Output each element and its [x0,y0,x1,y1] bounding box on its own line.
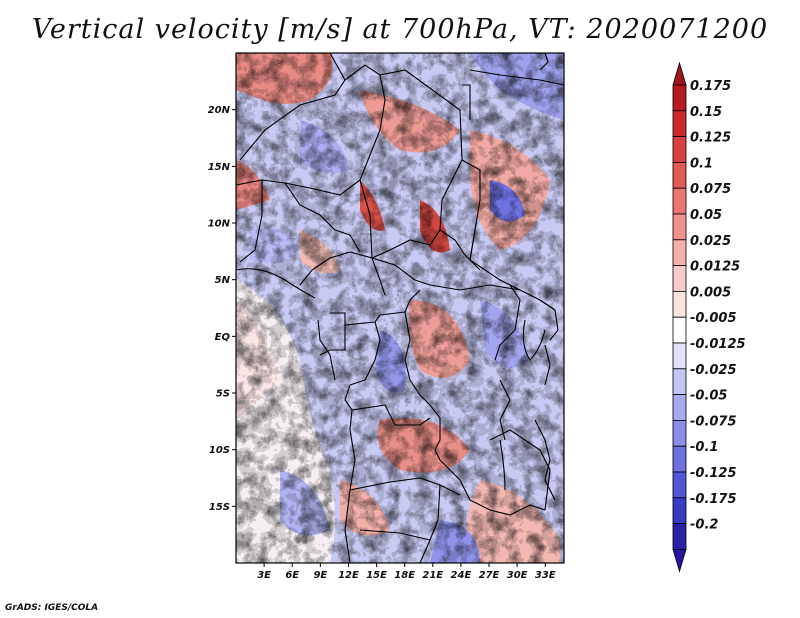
colorbar-label: 0.0125 [690,260,740,275]
lon-tick-label: 9E [313,570,327,581]
colorbar-label: 0.05 [690,208,722,223]
map-title: Vertical velocity [m/s] at 700hPa, VT: 2… [31,14,769,45]
lat-tick-label: 5N [215,275,231,286]
colorbar-label: -0.125 [690,466,737,481]
colorbar-label: -0.05 [690,389,727,404]
lon-tick-label: 6E [285,570,299,581]
lon-tick-label: 24E [451,570,472,581]
colorbar-swatch [672,265,687,292]
lon-tick-label: 18E [394,570,415,581]
colorbar-swatch [672,187,687,215]
colorbar-label: -0.025 [690,363,737,378]
lat-tick-label: 15N [208,162,231,173]
lat-tick-label: 5S [216,389,230,400]
colorbar: 0.175 0.15 0.125 0.1 0.075 0.05 0.025 0.0125 0.0… [672,61,746,573]
lon-tick-label: 21E [422,570,443,581]
colorbar-label: -0.075 [690,414,737,429]
colorbar-swatch [672,342,687,370]
lat-tick-label: 20N [208,105,231,116]
grads-credit: GrADS: IGES/COLA [5,603,99,613]
colorbar-label: -0.2 [690,518,718,533]
colorbar-swatch [672,394,687,421]
colorbar-swatch [672,161,687,189]
colorbar-swatch [672,445,687,473]
colorbar-label: 0.025 [690,234,731,249]
plot-frame [235,52,565,564]
lon-tick-label: 12E [338,570,359,581]
lon-tick-label: 30E [507,570,528,581]
colorbar-swatch [672,497,687,524]
colorbar-label: 0.125 [690,131,731,146]
lon-tick-label: 15E [366,570,387,581]
lat-tick-label: 10N [208,219,231,230]
longitude-axis: 3E 6E 9E 12E 15E 18E 21E 24E 27E 30E 33E [257,563,556,581]
lon-tick-label: 27E [479,570,500,581]
colorbar-label: 0.005 [690,285,731,300]
colorbar-swatch [672,316,687,344]
latitude-axis: 20N 15N 10N 5N EQ 5S 10S 15S [208,105,236,513]
colorbar-swatch [672,290,687,318]
colorbar-label: -0.1 [690,440,718,455]
lat-tick-label: 10S [209,445,230,456]
colorbar-label: 0.15 [690,105,722,120]
country-borders [236,53,564,563]
colorbar-swatch [672,368,687,395]
colorbar-swatch [672,471,687,499]
lon-tick-label: 33E [535,570,556,581]
colorbar-swatch [672,523,687,550]
colorbar-swatch [672,84,687,112]
lat-tick-label: EQ [215,332,231,343]
lat-tick-label: 15S [209,502,230,513]
colorbar-label: -0.175 [690,492,737,507]
colorbar-swatch [672,239,687,267]
colorbar-label: 0.075 [690,182,731,197]
colorbar-label: -0.005 [690,311,737,326]
colorbar-label: 0.1 [690,156,713,171]
colorbar-top-arrow [672,61,687,86]
colorbar-bottom-arrow [672,549,687,573]
colorbar-swatch [672,213,687,241]
colorbar-swatch [672,136,687,163]
lon-tick-label: 3E [257,570,271,581]
colorbar-swatch [672,419,687,447]
colorbar-label: -0.0125 [690,337,746,352]
colorbar-swatch [672,110,687,138]
colorbar-label: 0.175 [690,79,731,94]
velocity-field [236,53,564,563]
